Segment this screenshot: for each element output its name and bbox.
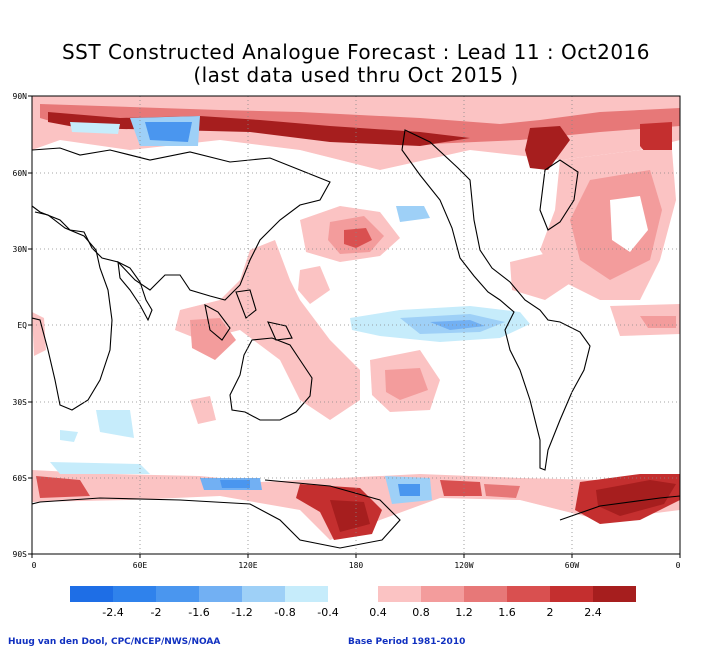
colorbar-swatch-negative	[285, 586, 328, 602]
colorbar-swatch-positive	[507, 586, 550, 602]
axis-ticks	[28, 95, 681, 558]
colorbar-swatch-positive	[593, 586, 636, 602]
lon-label: 60E	[133, 561, 148, 570]
colorbar-label: 2.4	[584, 606, 602, 619]
colorbar-swatch-positive	[421, 586, 464, 602]
credit-author: Huug van den Dool, CPC/NCEP/NWS/NOAA	[8, 637, 221, 647]
colorbar-swatch-negative	[242, 586, 285, 602]
colorbar-swatch-negative	[156, 586, 199, 602]
colorbar-label: -2.4	[102, 606, 123, 619]
lon-label: 60W	[565, 561, 580, 570]
lon-label: 0	[676, 561, 681, 570]
colorbar-label: 2	[547, 606, 554, 619]
colorbar-label: 0.4	[369, 606, 387, 619]
lon-labels: 0 60E 120E 180 120W 60W 0	[32, 561, 681, 570]
colorbar-label: 1.2	[455, 606, 473, 619]
lon-label: 120E	[238, 561, 257, 570]
colorbar-label: -2	[151, 606, 162, 619]
colorbar-label: 1.6	[498, 606, 516, 619]
colorbar-label: -0.4	[317, 606, 338, 619]
lat-labels: 90N 60N 30N EQ 30S 60S 90S	[13, 92, 28, 559]
colorbar-swatch-positive	[378, 586, 421, 602]
graticule	[32, 96, 680, 554]
colorbar-label: 0.8	[412, 606, 430, 619]
lon-label: 180	[349, 561, 364, 570]
lon-label: 120W	[454, 561, 473, 570]
map-title: SST Constructed Analogue Forecast : Lead…	[61, 40, 650, 64]
lat-label: 90S	[13, 550, 28, 559]
colorbar-swatch-negative	[70, 586, 113, 602]
colorbar-label: -1.2	[231, 606, 252, 619]
coastlines	[32, 129, 680, 549]
lat-label: 30N	[13, 245, 28, 254]
colorbar-swatch-positive	[550, 586, 593, 602]
base-period: Base Period 1981-2010	[348, 637, 466, 647]
colorbar: -2.4 -2 -1.6 -1.2 -0.8 -0.4 0.4 0.8 1.2 1.6 2 2.4	[70, 586, 636, 619]
colorbar-swatch-negative	[199, 586, 242, 602]
lat-label: 60N	[13, 169, 28, 178]
lat-label: 60S	[13, 474, 28, 483]
lon-label: 0	[32, 561, 37, 570]
map-subtitle: (last data used thru Oct 2015 )	[193, 63, 519, 87]
lat-label: 30S	[13, 398, 28, 407]
colorbar-swatch-positive	[464, 586, 507, 602]
lat-label: EQ	[17, 321, 27, 330]
colorbar-swatch-negative	[113, 586, 156, 602]
anomaly-shading	[32, 96, 680, 540]
colorbar-label: -0.8	[274, 606, 295, 619]
lat-label: 90N	[13, 92, 28, 101]
colorbar-label: -1.6	[188, 606, 209, 619]
